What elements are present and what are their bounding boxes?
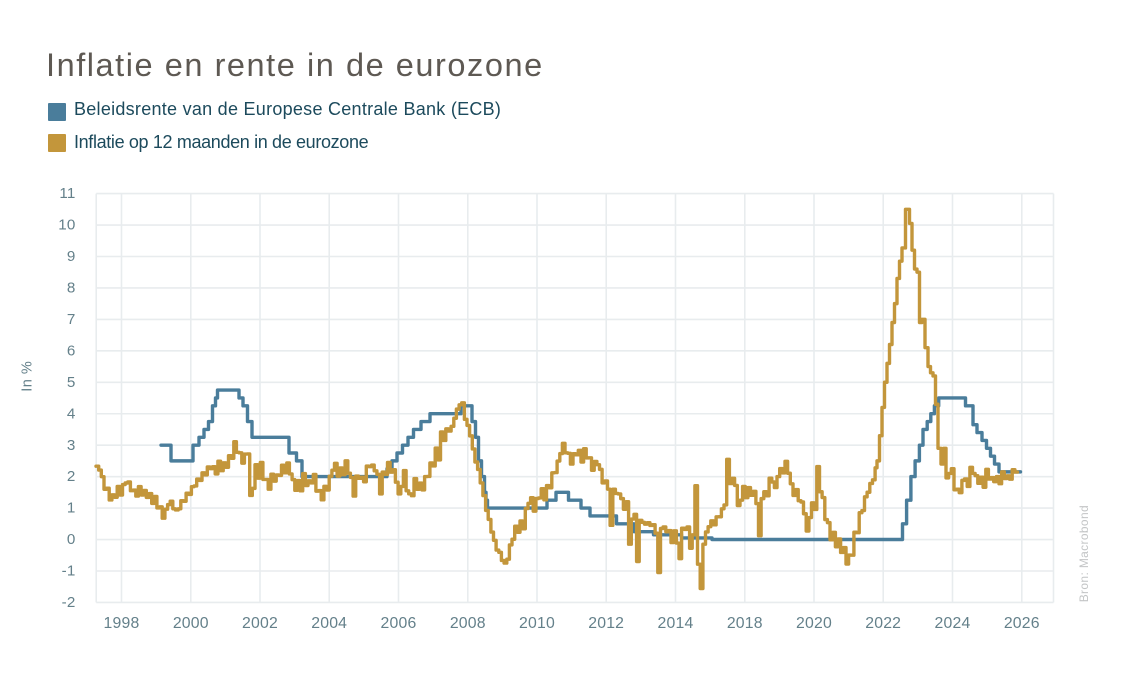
svg-text:4: 4 — [67, 405, 76, 422]
svg-text:2010: 2010 — [519, 615, 555, 632]
svg-text:8: 8 — [67, 280, 76, 297]
svg-text:2014: 2014 — [658, 615, 694, 632]
svg-text:0: 0 — [67, 531, 76, 548]
svg-text:11: 11 — [59, 185, 75, 202]
svg-text:2008: 2008 — [450, 615, 486, 632]
svg-text:10: 10 — [58, 217, 75, 234]
svg-text:2000: 2000 — [173, 615, 209, 632]
svg-text:9: 9 — [67, 248, 76, 265]
svg-text:6: 6 — [67, 343, 76, 360]
svg-text:1: 1 — [67, 500, 76, 517]
svg-text:2006: 2006 — [381, 615, 417, 632]
svg-text:-1: -1 — [62, 563, 76, 580]
svg-text:2026: 2026 — [1004, 615, 1040, 632]
svg-text:2018: 2018 — [727, 615, 763, 632]
svg-text:2002: 2002 — [242, 615, 278, 632]
svg-text:2004: 2004 — [311, 615, 347, 632]
svg-text:2020: 2020 — [796, 615, 832, 632]
svg-text:2024: 2024 — [935, 615, 971, 632]
svg-text:3: 3 — [67, 437, 76, 454]
svg-text:2022: 2022 — [865, 615, 901, 632]
svg-text:-2: -2 — [62, 594, 76, 611]
svg-text:2012: 2012 — [588, 615, 624, 632]
svg-text:1998: 1998 — [104, 615, 140, 632]
svg-text:5: 5 — [67, 374, 76, 391]
svg-text:7: 7 — [67, 311, 76, 328]
svg-text:2: 2 — [67, 468, 76, 485]
